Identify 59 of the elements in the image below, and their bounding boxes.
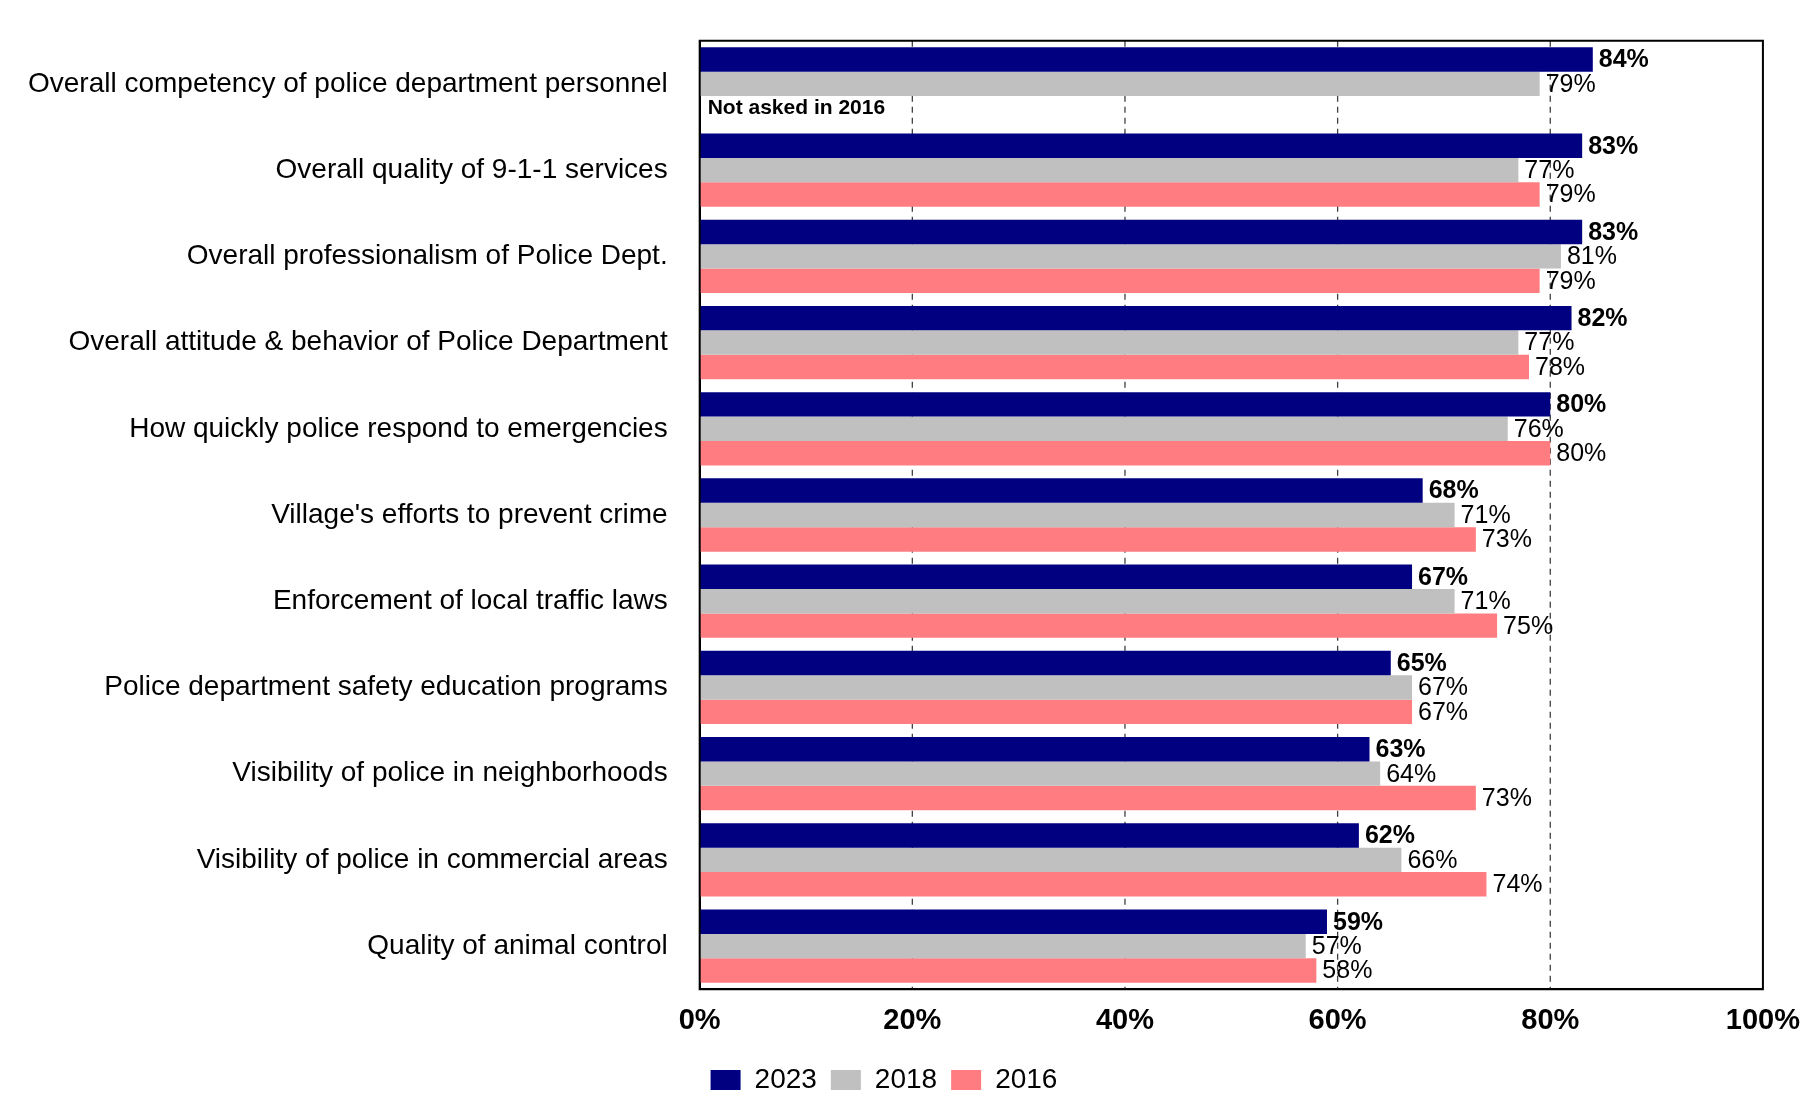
data-label: 79% [1545, 68, 1596, 97]
bar [699, 909, 1327, 934]
bar [699, 330, 1519, 355]
data-label: 83% [1588, 130, 1639, 159]
bar [699, 699, 1413, 725]
bar [699, 823, 1359, 848]
bar [699, 761, 1381, 786]
x-tick-label: 60% [1308, 1002, 1367, 1035]
bar [699, 71, 1540, 97]
y-tick-label: How quickly police respond to emergencies [129, 411, 668, 443]
bar [699, 182, 1540, 207]
bar [699, 737, 1370, 762]
y-tick-label: Enforcement of local traffic laws [272, 583, 668, 615]
legend-label: 2023 [754, 1062, 817, 1094]
data-label: 73% [1481, 782, 1532, 811]
bar [699, 441, 1551, 466]
y-tick-label: Police department safety education programs [104, 670, 668, 702]
bar [699, 564, 1413, 589]
bar [699, 47, 1593, 72]
bar [699, 527, 1476, 552]
x-tick-label: 20% [883, 1002, 942, 1035]
bar [699, 305, 1572, 331]
bar [699, 157, 1519, 183]
x-tick-label: 100% [1725, 1002, 1801, 1035]
bar [699, 244, 1561, 269]
x-tick-label: 40% [1095, 1002, 1155, 1035]
y-tick-label: Village's efforts to prevent crime [271, 497, 668, 529]
bar [699, 354, 1529, 380]
legend-label: 2016 [995, 1062, 1058, 1094]
x-tick-label: 80% [1521, 1002, 1580, 1035]
bar [699, 416, 1508, 441]
bar [699, 502, 1455, 528]
bar [699, 958, 1317, 983]
legend-label: 2018 [874, 1062, 938, 1094]
bar [699, 650, 1391, 676]
bar [699, 589, 1455, 614]
bar [699, 392, 1551, 417]
bar [699, 785, 1476, 811]
data-label: 82% [1577, 303, 1628, 332]
data-label: 84% [1598, 44, 1649, 73]
y-tick-label: Overall professionalism of Police Dept. [186, 239, 668, 271]
bar [699, 933, 1306, 959]
y-tick-label: Overall attitude & behavior of Police Department [68, 325, 668, 357]
bar [699, 675, 1413, 700]
bar [699, 847, 1402, 873]
x-tick-label: 0% [678, 1002, 721, 1035]
bar [699, 613, 1498, 638]
y-tick-label: Quality of animal control [367, 928, 668, 960]
y-tick-label: Overall competency of police department personnel [27, 66, 668, 98]
y-tick-label: Overall quality of 9-1-1 services [275, 152, 668, 184]
y-tick-label: Visibility of police in neighborhoods [232, 756, 668, 788]
bar [699, 872, 1487, 897]
y-tick-label: Visibility of police in commercial areas [196, 842, 668, 874]
bar [699, 219, 1583, 245]
annotation: Not asked in 2016 [707, 95, 886, 119]
data-label: 74% [1492, 869, 1543, 898]
bar [699, 133, 1583, 158]
bar [699, 478, 1423, 503]
bar [699, 268, 1540, 293]
